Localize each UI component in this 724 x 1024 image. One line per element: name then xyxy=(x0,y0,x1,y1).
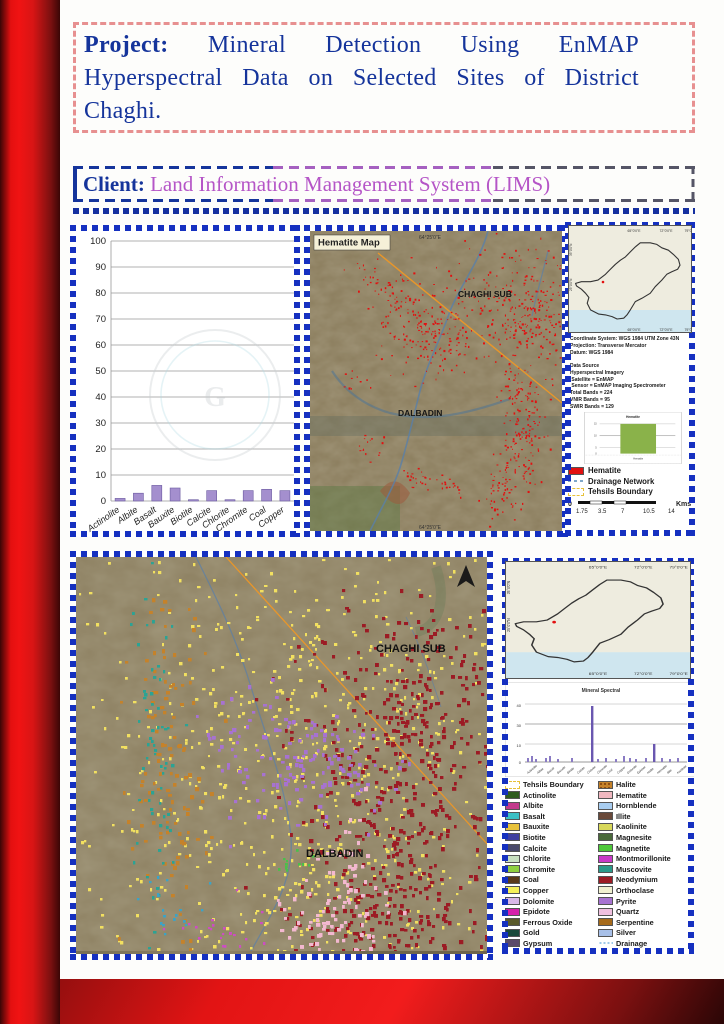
svg-text:25°0'0"N: 25°0'0"N xyxy=(506,618,511,631)
svg-text:90: 90 xyxy=(95,262,106,273)
svg-text:25°0'0"N: 25°0'0"N xyxy=(569,278,573,291)
svg-text:Kms: Kms xyxy=(676,501,691,508)
svg-text:70: 70 xyxy=(95,314,106,325)
svg-text:72°0'0"E: 72°0'0"E xyxy=(659,328,673,332)
svg-text:65°0'0"E: 65°0'0"E xyxy=(627,229,641,233)
svg-text:1.75: 1.75 xyxy=(576,509,588,515)
svg-text:79°0'0"E: 79°0'0"E xyxy=(669,671,688,675)
svg-text:CHAGHI SUB: CHAGHI SUB xyxy=(376,643,446,655)
svg-text:72°0'0"E: 72°0'0"E xyxy=(634,565,653,569)
svg-text:60: 60 xyxy=(95,340,106,351)
svg-text:Hematite: Hematite xyxy=(626,415,640,419)
svg-text:100: 100 xyxy=(90,236,106,247)
svg-text:50: 50 xyxy=(95,366,106,377)
svg-text:35°0'0"N: 35°0'0"N xyxy=(569,243,573,256)
svg-text:40: 40 xyxy=(95,392,106,403)
svg-text:CHAGHI SUB: CHAGHI SUB xyxy=(458,289,512,299)
svg-text:DALBADIN: DALBADIN xyxy=(306,848,363,860)
svg-text:65°0'0"E: 65°0'0"E xyxy=(627,328,641,332)
svg-text:30: 30 xyxy=(95,418,106,429)
svg-text:35°0'0"N: 35°0'0"N xyxy=(506,581,511,594)
svg-text:0: 0 xyxy=(568,501,572,508)
svg-text:64°25'0"E: 64°25'0"E xyxy=(419,235,442,241)
svg-text:72°0'0"E: 72°0'0"E xyxy=(659,229,673,233)
svg-text:Hematite Map: Hematite Map xyxy=(318,238,380,249)
svg-text:Hematite: Hematite xyxy=(633,458,643,461)
svg-text:7: 7 xyxy=(621,509,625,515)
svg-text:20: 20 xyxy=(95,444,106,455)
svg-text:79°0'0"E: 79°0'0"E xyxy=(684,328,692,332)
svg-text:65°0'0"E: 65°0'0"E xyxy=(589,565,608,569)
svg-text:72°0'0"E: 72°0'0"E xyxy=(634,671,653,675)
svg-text:30: 30 xyxy=(517,723,522,728)
svg-text:79°0'0"E: 79°0'0"E xyxy=(684,229,692,233)
svg-text:10: 10 xyxy=(95,470,106,481)
svg-text:79°0'0"E: 79°0'0"E xyxy=(669,565,688,569)
svg-text:10.5: 10.5 xyxy=(643,509,655,515)
svg-text:14: 14 xyxy=(668,509,675,515)
svg-text:DALBADIN: DALBADIN xyxy=(398,408,442,418)
svg-text:Mineral Spectral: Mineral Spectral xyxy=(582,688,621,694)
svg-text:10: 10 xyxy=(517,743,522,748)
svg-text:80: 80 xyxy=(95,288,106,299)
svg-text:40: 40 xyxy=(517,703,522,708)
svg-text:3.5: 3.5 xyxy=(598,509,607,515)
svg-text:0: 0 xyxy=(101,496,106,507)
svg-text:65°0'0"E: 65°0'0"E xyxy=(589,671,608,675)
svg-text:64°25'0"E: 64°25'0"E xyxy=(419,525,442,531)
